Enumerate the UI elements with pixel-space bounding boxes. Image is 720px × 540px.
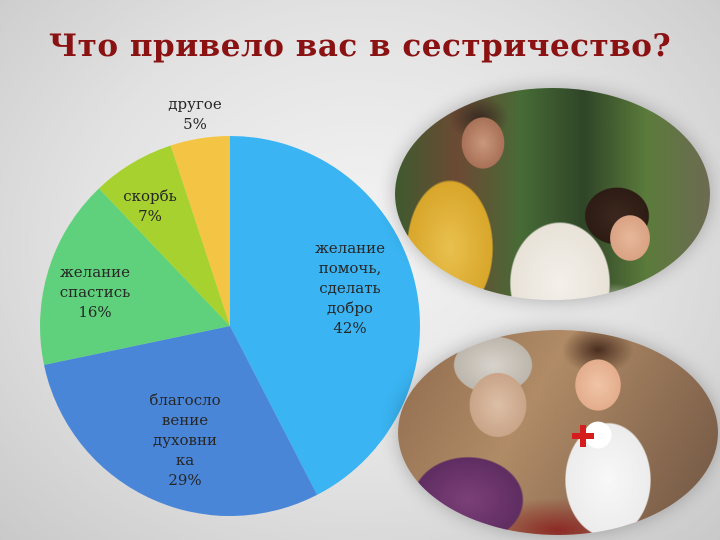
slice-label-line: вение xyxy=(161,411,209,429)
slice-label-line: 29% xyxy=(168,471,202,489)
slice-label-line: спастись xyxy=(59,283,131,301)
slice-sorrow xyxy=(98,145,231,326)
slice-label-line: 16% xyxy=(78,303,112,321)
slice-label-line: другое xyxy=(168,95,222,113)
slice-help xyxy=(230,136,420,495)
slice-label-salvation: желание спастись 16% xyxy=(40,262,150,322)
slice-label-line: благосло xyxy=(149,391,221,409)
slice-label-blessing: благосло вение духовни ка 29% xyxy=(135,390,235,490)
slice-label-help: желание помочь, сделать добро 42% xyxy=(300,238,400,338)
red-cross-icon xyxy=(572,425,594,447)
slice-other xyxy=(170,136,230,326)
slice-label-line: сделать xyxy=(319,279,381,297)
slice-label-other: другое 5% xyxy=(145,94,245,134)
priest-blessing-photo xyxy=(395,88,710,300)
slice-label-line: скорбь xyxy=(123,187,177,205)
slice-label-line: духовни xyxy=(153,431,217,449)
slice-label-line: желание xyxy=(59,263,131,281)
slice-label-sorrow: скорбь 7% xyxy=(100,186,200,226)
slice-label-line: желание xyxy=(314,239,386,257)
nurse-with-elderly-woman-photo xyxy=(398,330,718,535)
slice-salvation xyxy=(39,188,230,365)
slice-blessing xyxy=(44,326,318,516)
slice-label-line: помочь, xyxy=(318,259,382,277)
slice-label-line: 5% xyxy=(183,115,207,133)
slide-title: Что привело вас в сестричество? xyxy=(48,28,672,64)
slice-label-line: 7% xyxy=(138,207,162,225)
slice-label-line: ка xyxy=(175,451,195,469)
slice-label-line: 42% xyxy=(333,319,367,337)
slice-label-line: добро xyxy=(327,299,373,317)
